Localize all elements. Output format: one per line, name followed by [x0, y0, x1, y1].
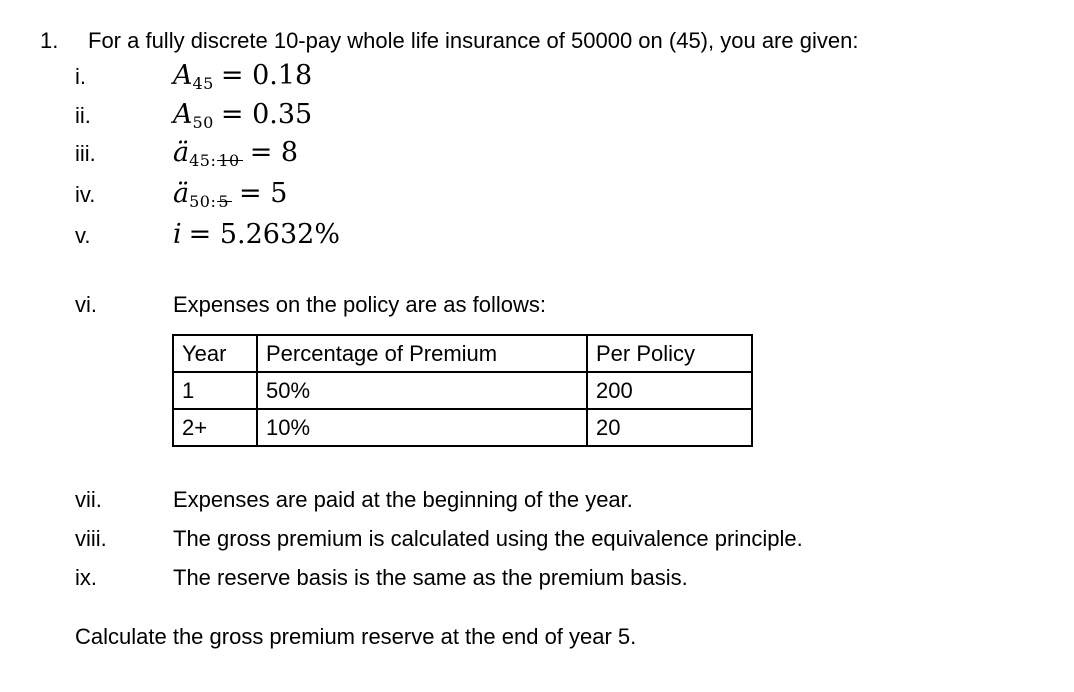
problem-title-row: 1. For a fully discrete 10-pay whole lif… [40, 28, 858, 54]
column-header-per-policy: Per Policy [586, 334, 753, 373]
given-item-i: i. A45 = 0.18 [75, 60, 313, 93]
math-expression-interest: i = 5.2632% [173, 220, 340, 250]
item-label: vi. [75, 292, 97, 317]
problem-title: For a fully discrete 10-pay whole life i… [88, 28, 859, 53]
note-text: The reserve basis is the same as the pre… [173, 565, 688, 590]
question-text: Calculate the gross premium reserve at t… [75, 624, 637, 649]
math-expression-annuity-50-5: ä50: 5 = 5 [173, 178, 288, 211]
math-var: A [173, 99, 193, 130]
math-expression-A50: A50 = 0.35 [173, 99, 313, 132]
note-item-vii: vii. Expenses are paid at the beginning … [75, 487, 633, 513]
given-item-v: v. i = 5.2632% [75, 220, 340, 250]
subscript-age: 45: [189, 151, 217, 170]
subscript-age: 50: [189, 192, 217, 211]
math-var: A [173, 60, 193, 91]
item-label: ix. [75, 565, 97, 590]
math-var: ä [173, 137, 190, 168]
angle-bracket-term: 10 [217, 153, 243, 169]
item-label: i. [75, 64, 86, 89]
cell-percent-year-1: 50% [256, 371, 588, 410]
cell-per-policy-year-2plus: 20 [586, 408, 753, 447]
math-equals-value: = 8 [249, 137, 299, 168]
cell-percent-year-2plus: 10% [256, 408, 588, 447]
item-label: iv. [75, 182, 96, 207]
item-label: vii. [75, 487, 102, 512]
given-item-vi: vi. Expenses on the policy are as follow… [75, 292, 546, 318]
math-equals-value: = 5.2632% [188, 219, 340, 250]
math-subscript: 50: 5 [189, 192, 233, 211]
cell-year-1: 1 [172, 371, 258, 410]
problem-number: 1. [40, 28, 59, 53]
expenses-table: Year Percentage of Premium Per Policy 1 … [172, 334, 753, 447]
given-item-ii: ii. A50 = 0.35 [75, 99, 313, 132]
angle-bracket-term: 5 [217, 194, 233, 210]
note-text: The gross premium is calculated using th… [173, 526, 803, 551]
item-label: iii. [75, 141, 96, 166]
cell-year-2plus: 2+ [172, 408, 258, 447]
given-item-iv: iv. ä50: 5 = 5 [75, 178, 288, 211]
note-item-ix: ix. The reserve basis is the same as the… [75, 565, 688, 591]
table-row: 1 50% 200 [172, 371, 753, 410]
note-text: Expenses are paid at the beginning of th… [173, 487, 633, 512]
math-equals-value: = 0.18 [220, 60, 313, 91]
math-subscript: 50 [192, 113, 214, 132]
column-header-percentage-of-premium: Percentage of Premium [256, 334, 588, 373]
item-label: viii. [75, 526, 107, 551]
expenses-table-header-row: Year Percentage of Premium Per Policy [172, 334, 753, 373]
note-item-viii: viii. The gross premium is calculated us… [75, 526, 803, 552]
math-equals-value: = 0.35 [220, 99, 313, 130]
math-subscript: 45 [192, 74, 214, 93]
item-label: v. [75, 223, 91, 248]
math-equals-value: = 5 [239, 178, 288, 209]
math-expression-A45: A45 = 0.18 [173, 60, 313, 93]
math-var: i [173, 219, 182, 250]
math-subscript: 45: 10 [189, 151, 243, 170]
math-var: ä [173, 178, 190, 209]
math-expression-annuity-45-10: ä45: 10 = 8 [173, 137, 299, 170]
item-label: ii. [75, 103, 91, 128]
expenses-intro-text: Expenses on the policy are as follows: [173, 292, 546, 317]
cell-per-policy-year-1: 200 [586, 371, 753, 410]
column-header-year: Year [172, 334, 258, 373]
given-item-iii: iii. ä45: 10 = 8 [75, 137, 299, 170]
table-row: 2+ 10% 20 [172, 408, 753, 447]
